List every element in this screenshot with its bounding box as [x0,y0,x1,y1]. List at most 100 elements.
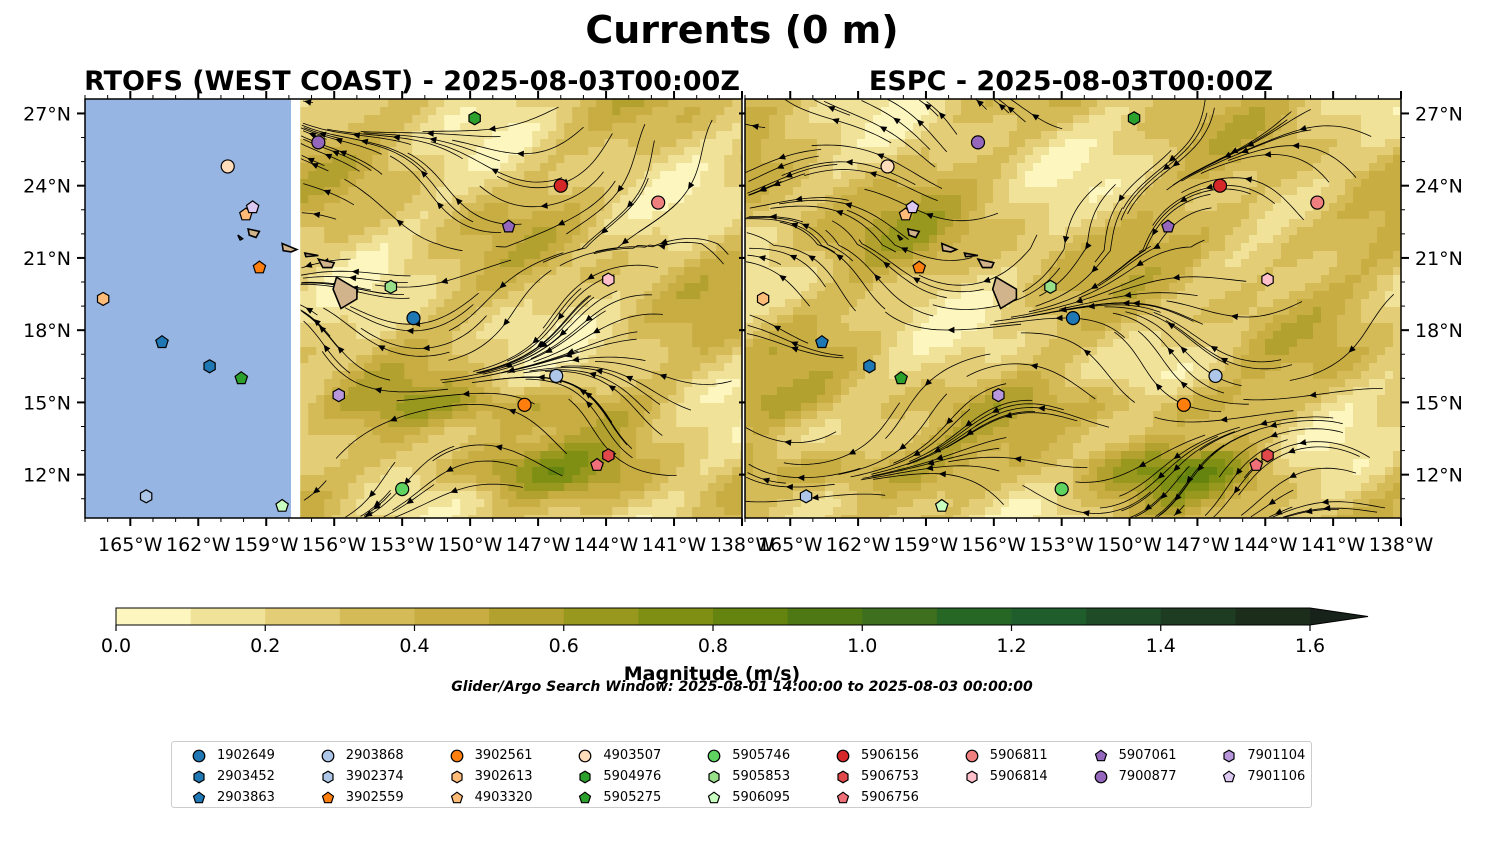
rtofs-float-markers [96,111,666,512]
streamline-arrow [991,406,1000,413]
streamline-arrow [1186,475,1194,484]
legend-item-label: 5907061 [1118,748,1177,763]
streamline-arrow [998,103,1006,111]
streamline-arrow [912,277,921,284]
streamline-arrow [436,201,444,210]
legend-item-label: 7901106 [1247,769,1306,784]
float-marker-3902374 [799,489,813,504]
float-marker-5906814 [602,272,615,287]
streamline-arrow [900,247,909,254]
streamline-arrow [488,125,496,132]
streamline-arrow [585,400,593,409]
lat-tick-label: 24°N [23,176,71,198]
streamline-arrow [925,213,934,220]
streamline-arrow [462,390,470,397]
legend-item-7900877: 7900877 [1082,766,1207,787]
lon-tick-label: 162°W [166,534,231,556]
legend-marker-hexagon-icon [1223,749,1235,762]
legend-marker-pentagon-icon [192,790,206,803]
legend-item-2903868: 2903868 [309,745,434,766]
streamline-arrow [595,368,603,375]
streamline-arrow [1138,460,1147,468]
streamline-arrow [305,307,314,314]
lat-tick-label: 15°N [23,392,71,414]
legend-marker-circle-icon [1094,770,1107,783]
streamline-arrow [586,273,595,280]
streamline-arrow [779,274,787,282]
legend-item-label: 5904976 [603,769,662,784]
legend-item-1902649: 1902649 [180,745,305,766]
streamline-arrow [1132,300,1140,307]
island [303,252,319,258]
legend-item-5905853: 5905853 [695,766,820,787]
streamline-arrow [600,226,609,234]
streamline-arrow [1348,345,1356,353]
colorbar-segment [339,608,415,625]
float-marker-5905746 [395,482,410,497]
streamline-arrow [1031,113,1040,121]
lon-tick-label: 153°W [1029,534,1094,556]
float-marker-7901104 [992,388,1005,403]
lon-tick-label: 159°W [234,534,299,556]
legend-column: 5906811 5906814 [953,745,1078,787]
streamline-arrow [318,131,327,138]
legend-item-5906753: 5906753 [824,766,949,787]
streamline-arrow [389,415,398,422]
float-marker-2903452 [863,359,876,374]
streamline-arrow [946,417,954,425]
lat-tick-label: 21°N [1415,248,1463,270]
lat-tick-label: 12°N [1415,465,1463,487]
float-legend: 1902649 2903452 2903863 2903868 3902374 39025… [171,741,1312,808]
streamline-arrow [785,171,793,178]
legend-item-2903452: 2903452 [180,766,305,787]
lon-tick-label: 156°W [302,534,367,556]
lat-tick-label: 21°N [23,248,71,270]
streamline-arrow [776,162,785,169]
streamline-arrow [883,261,891,269]
legend-marker-pentagon-icon [450,790,463,803]
float-marker-1902649 [406,311,421,326]
float-marker-7901104 [332,388,345,403]
lon-tick-label: 138°W [710,534,775,556]
streamline-arrow [795,195,803,202]
streamline-arrow [879,126,888,133]
streamline-arrow [585,314,593,322]
legend-item-label: 5905853 [732,769,791,784]
island [940,242,959,253]
streamline-arrow [1174,508,1182,516]
legend-marker-pentagon-icon [836,790,850,803]
lat-tick-label: 24°N [1415,176,1463,198]
legend-item-label: 2903863 [217,790,275,805]
colorbar-tick-label: 0.2 [250,635,280,657]
streamline-arrow [1274,508,1283,515]
streamline-arrow [836,254,844,261]
legend-marker-circle-icon [965,749,979,762]
streamline-arrow [360,138,369,146]
legend-marker-hexagon-icon [579,770,591,783]
streamline-arrow [1030,363,1038,370]
legend-item-label: 3902559 [345,790,404,805]
float-marker-1902649 [1065,311,1081,326]
float-marker-5906811 [651,195,666,210]
streamline-arrow [507,366,515,373]
streamline-arrow [924,378,933,386]
streamline-arrow [947,326,955,334]
float-marker-7901106 [245,200,260,214]
streamline-arrow [406,497,414,505]
lon-tick-label: 165°W [98,534,163,556]
legend-marker-circle-icon [578,749,592,762]
legend-marker-pentagon-icon [1223,769,1236,782]
streamline-arrow [658,243,666,250]
streamline-arrow [1123,291,1132,298]
streamline-arrow [844,202,853,209]
float-marker-5904976 [1127,111,1141,126]
legend-item-5905275: 5905275 [566,787,691,808]
lon-tick-label: 141°W [1301,534,1366,556]
streamline-arrow [1263,151,1272,158]
streamline-arrow [351,268,359,276]
colorbar-tick-label: 0.4 [399,635,429,657]
float-marker-5906156 [553,178,568,193]
legend-item-label: 7900877 [1118,769,1177,784]
streamline-arrow [1299,125,1307,132]
streamline-arrow [926,459,935,466]
